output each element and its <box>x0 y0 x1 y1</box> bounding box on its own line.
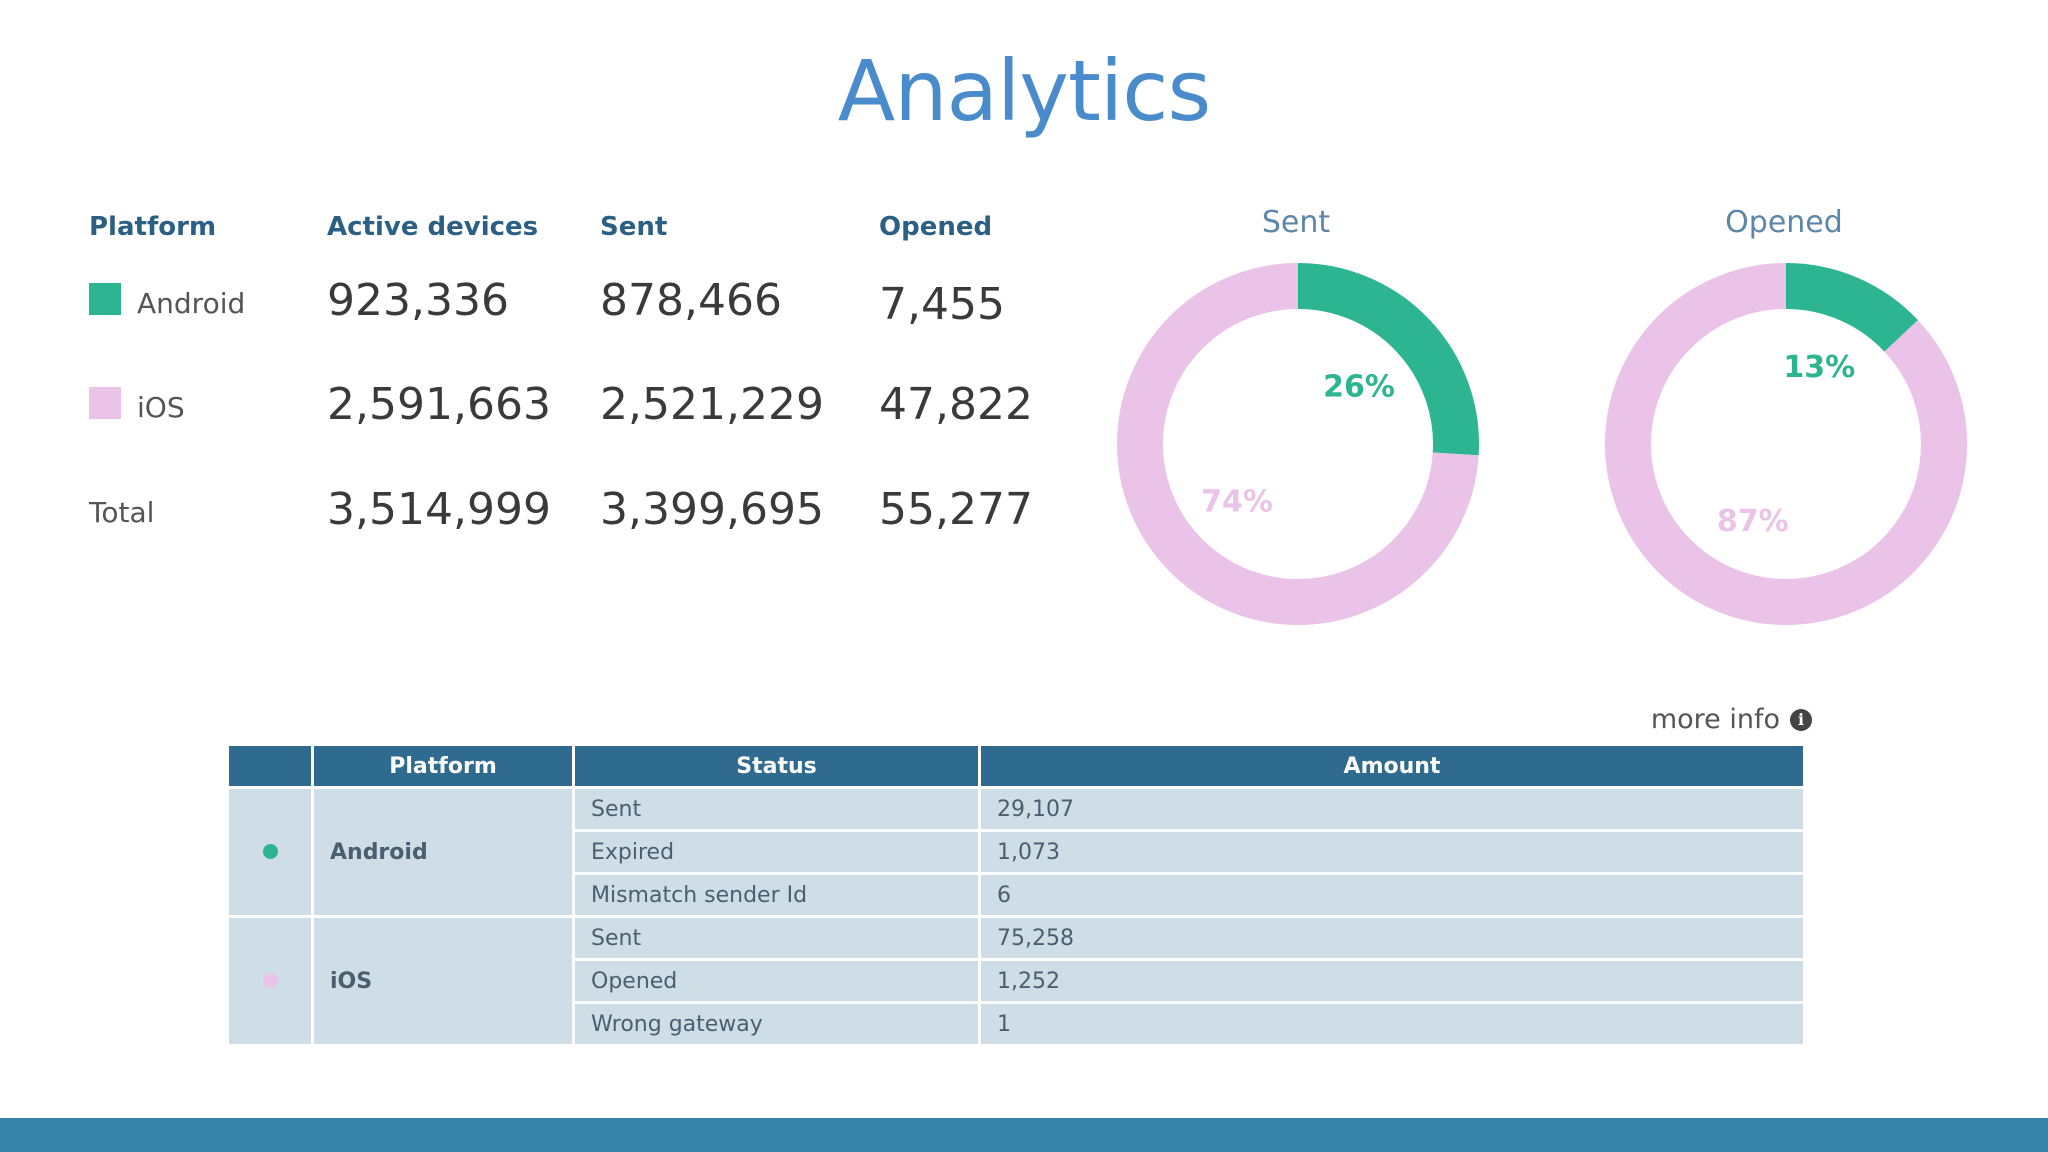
amount-cell: 6 <box>981 875 1803 915</box>
table-row: Wrong gateway 1 <box>229 1004 1803 1044</box>
amount-cell: 1 <box>981 1004 1803 1044</box>
donut-slice-android <box>1785 263 1918 353</box>
opened-donut-chart: 13% 87% <box>1605 263 1967 625</box>
status-cell: Sent <box>575 918 978 958</box>
platform-cell-ios: iOS <box>314 918 572 1044</box>
header-indicator <box>229 746 311 786</box>
android-opened: 7,455 <box>879 279 1005 330</box>
donut-slice-ios <box>1605 263 1967 625</box>
opened-chart-title: Opened <box>1725 205 1843 240</box>
status-cell: Mismatch sender Id <box>575 875 978 915</box>
more-info-label: more info <box>1650 704 1780 735</box>
header-opened: Opened <box>879 212 993 242</box>
ios-indicator-cell <box>229 918 311 1044</box>
more-info-link[interactable]: more info i <box>1651 704 1812 735</box>
sent-donut-chart: 26% 74% <box>1117 263 1479 625</box>
ios-legend-swatch <box>89 387 121 419</box>
android-active-devices: 923,336 <box>327 275 509 326</box>
detail-table: Platform Status Amount Android Sent 29,1… <box>226 743 1806 1047</box>
table-row: Mismatch sender Id 6 <box>229 875 1803 915</box>
header-sent: Sent <box>600 212 668 242</box>
info-icon: i <box>1790 708 1812 731</box>
header-active-devices: Active devices <box>327 212 539 242</box>
status-cell: Wrong gateway <box>575 1004 978 1044</box>
status-cell: Opened <box>575 961 978 1001</box>
platform-label-ios: iOS <box>137 391 185 424</box>
amount-cell: 1,073 <box>981 832 1803 872</box>
platform-label-total: Total <box>89 496 155 529</box>
ios-dot <box>262 972 278 988</box>
amount-cell: 29,107 <box>981 789 1803 829</box>
total-opened: 55,277 <box>879 484 1033 535</box>
ios-opened: 47,822 <box>879 379 1033 430</box>
android-indicator-cell <box>229 789 311 915</box>
header-amount-col: Amount <box>981 746 1803 786</box>
amount-cell: 1,252 <box>981 961 1803 1001</box>
donut-slice-android <box>1297 263 1479 456</box>
status-cell: Expired <box>575 832 978 872</box>
donut-slice-ios <box>1117 263 1479 625</box>
android-legend-swatch <box>89 283 121 315</box>
ios-active-devices: 2,591,663 <box>327 379 551 430</box>
header-platform-col: Platform <box>314 746 572 786</box>
donut-label-android: 26% <box>1323 370 1395 405</box>
platform-label-android: Android <box>137 287 246 320</box>
status-cell: Sent <box>575 789 978 829</box>
table-row: Expired 1,073 <box>229 832 1803 872</box>
android-dot <box>262 843 278 859</box>
total-sent: 3,399,695 <box>600 484 824 535</box>
table-row: Opened 1,252 <box>229 961 1803 1001</box>
table-row: Android Sent 29,107 <box>229 789 1803 915</box>
ios-sent: 2,521,229 <box>600 379 824 430</box>
platform-cell-android: Android <box>314 789 572 915</box>
header-platform: Platform <box>89 212 217 242</box>
amount-cell: 75,258 <box>981 918 1803 958</box>
sent-chart-title: Sent <box>1261 205 1331 240</box>
detail-header-row: Platform Status Amount <box>229 746 1803 786</box>
page-title: Analytics <box>837 42 1211 140</box>
total-active-devices: 3,514,999 <box>327 484 551 535</box>
footer-bar <box>0 1118 2048 1152</box>
table-row: iOS Sent 75,258 <box>229 918 1803 1044</box>
donut-label-ios: 74% <box>1201 484 1273 519</box>
header-status-col: Status <box>575 746 978 786</box>
donut-label-android: 13% <box>1783 350 1855 385</box>
donut-label-ios: 87% <box>1717 504 1789 539</box>
android-sent: 878,466 <box>600 275 782 326</box>
